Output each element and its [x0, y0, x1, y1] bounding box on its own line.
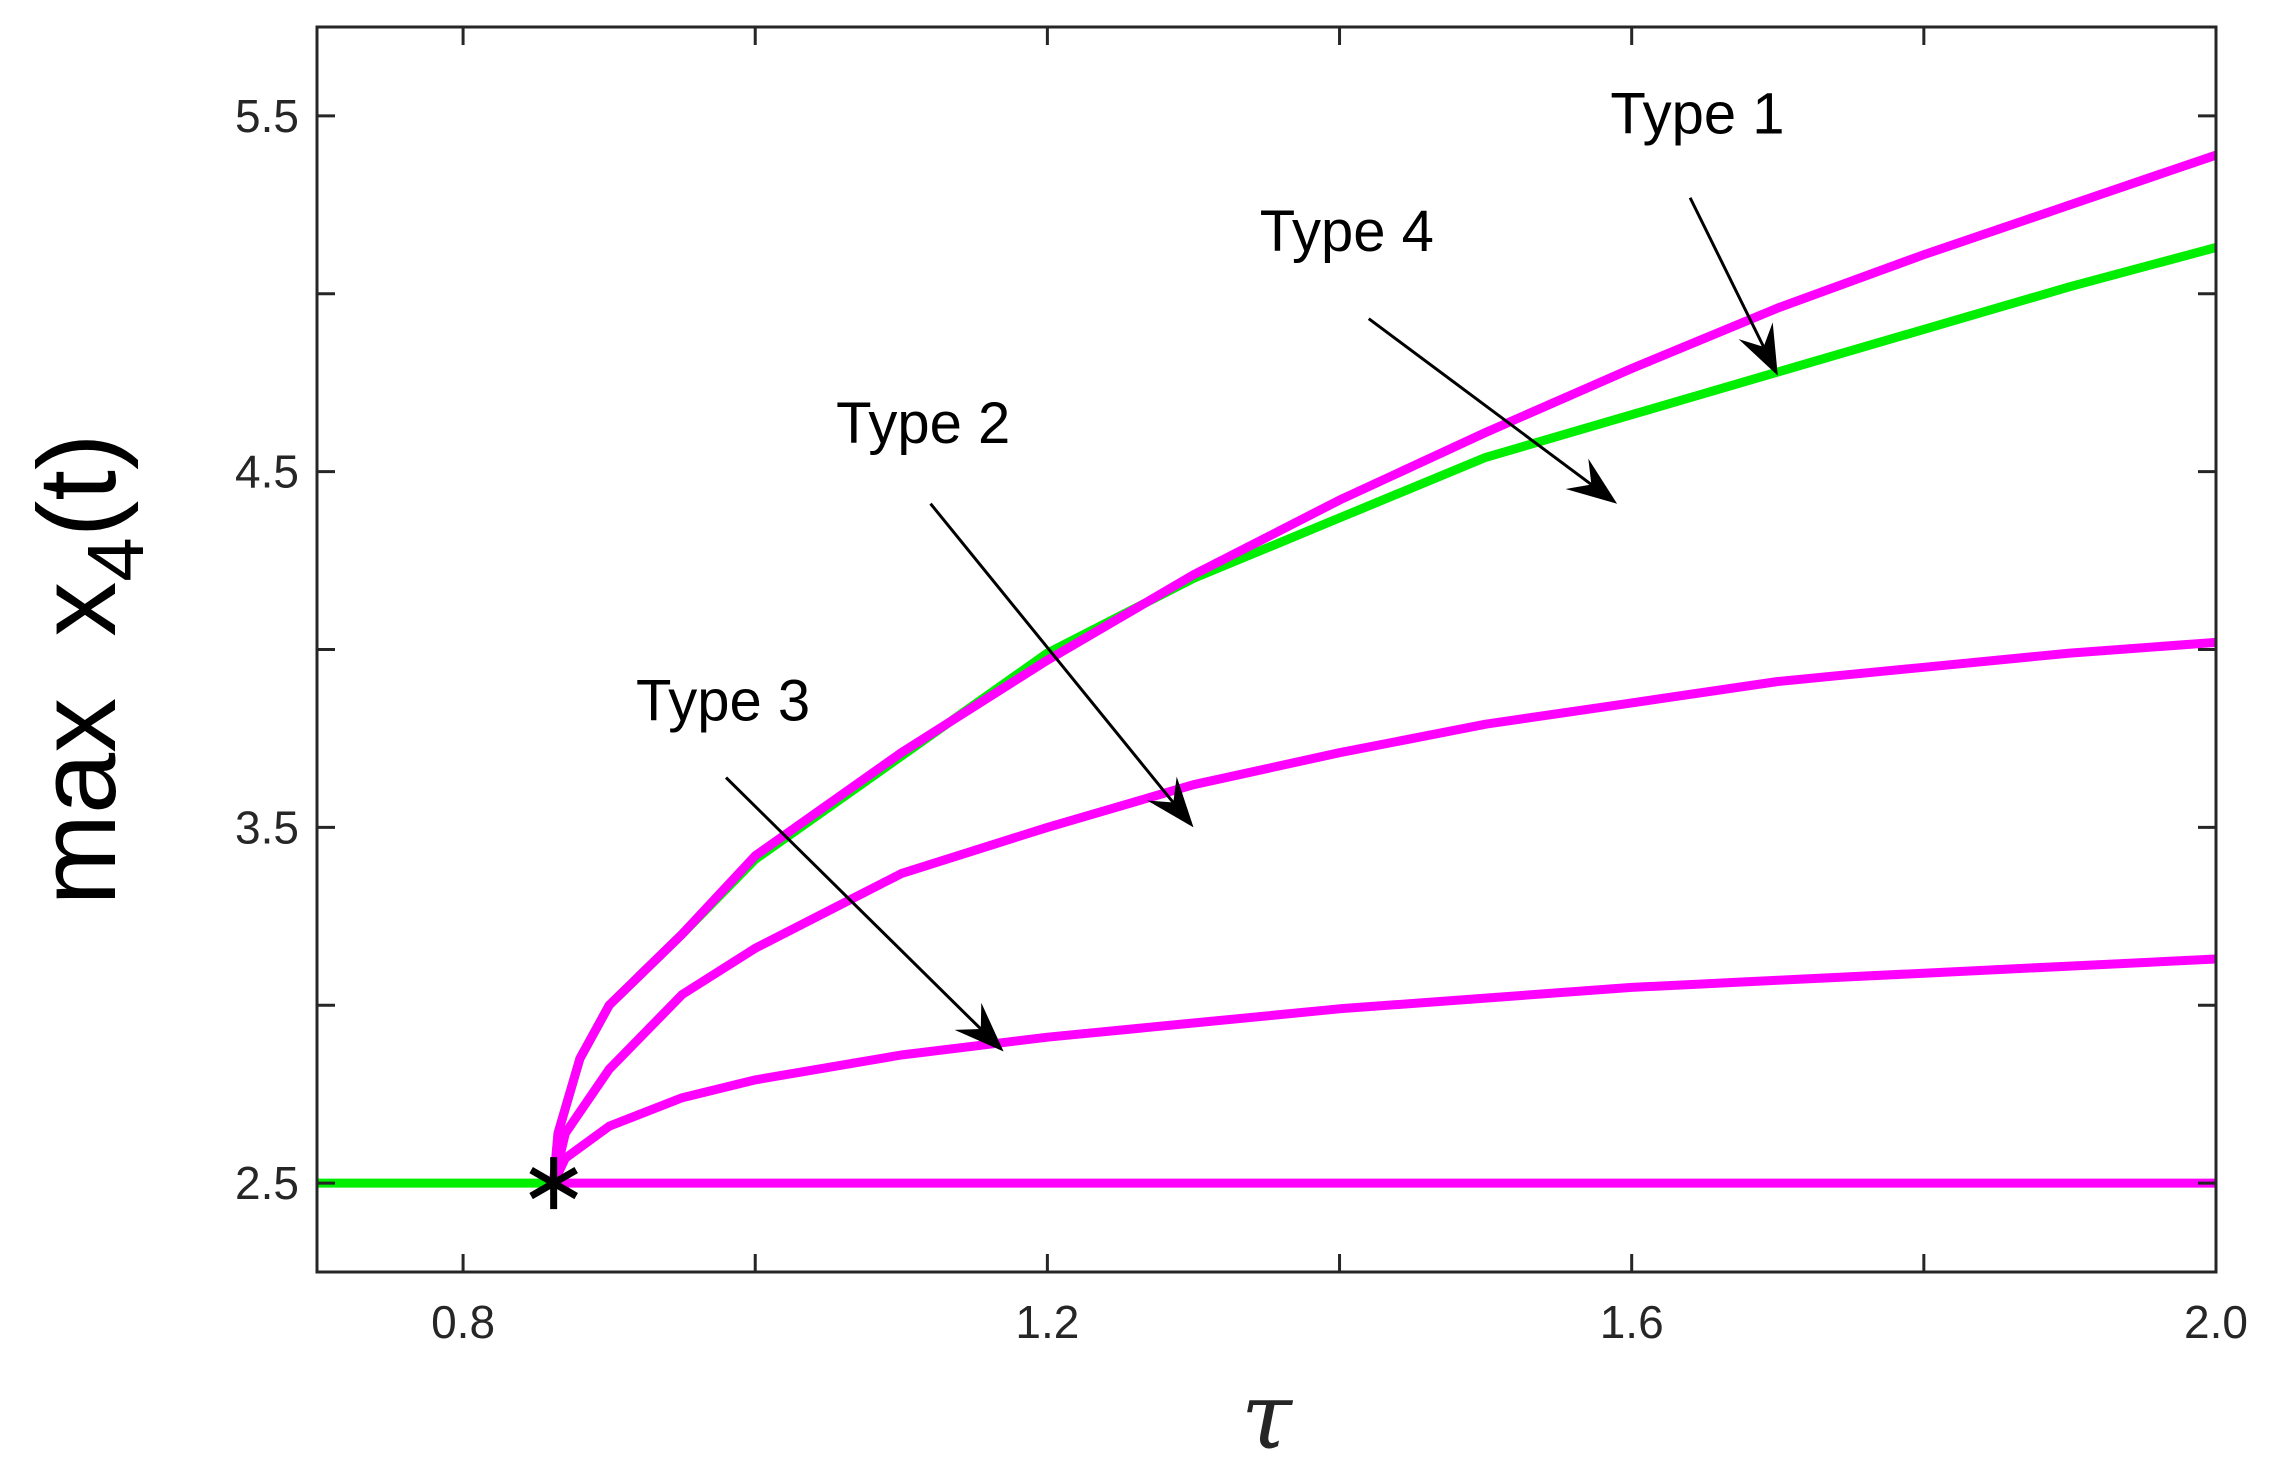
x-axis-label: τ: [1241, 1363, 1294, 1470]
y-tick-label: 5.5: [235, 90, 299, 142]
annotation-arrow-1: [1688, 197, 1765, 348]
x-tick-label: 1.6: [1600, 1296, 1664, 1348]
series-line-2: [549, 150, 2218, 1184]
annotation-arrow-2: [1367, 317, 1593, 486]
annotation-arrowhead-2: [1565, 458, 1618, 504]
curves: [317, 150, 2218, 1210]
annotation-label-1: Type 1: [1610, 82, 1784, 147]
y-tick-label: 2.5: [235, 1157, 299, 1209]
y-axis-label: max x4(t): [16, 433, 160, 905]
y-tick-label: 3.5: [235, 801, 299, 853]
annotation-arrowhead-1: [1738, 322, 1778, 376]
annotation-label-2: Type 4: [1260, 199, 1434, 264]
annotation-label-3: Type 2: [836, 391, 1010, 456]
asterisk-stroke: [529, 1167, 578, 1200]
x-tick-label: 1.2: [1015, 1296, 1079, 1348]
y-label-suffix: (t): [16, 433, 139, 537]
x-tick-label: 0.8: [431, 1296, 495, 1348]
bifurcation-point-marker: [529, 1157, 578, 1210]
y-label-main: max x: [16, 582, 139, 906]
plot-area: [317, 27, 2216, 1272]
series-line-3: [549, 637, 2217, 1185]
annotation-label-4: Type 3: [636, 669, 810, 734]
series-line-4: [549, 954, 2217, 1186]
annotation-arrowhead-4: [954, 1002, 1004, 1052]
y-label-subscript: 4: [71, 537, 160, 582]
annotations: Type 1 Type 4 Type 2 Type 3: [636, 82, 1784, 1052]
x-tick-label: 2.0: [2184, 1296, 2248, 1348]
plot-background: [317, 27, 2216, 1272]
axes: 0.8 1.2 1.6 2.0 2.5 3.5 4.5 5.5: [235, 25, 2248, 1348]
annotation-arrowhead-3: [1147, 776, 1194, 828]
annotation-arrow-4: [724, 776, 982, 1031]
annotation-arrow-3: [929, 502, 1175, 804]
y-tick-label: 4.5: [235, 446, 299, 498]
